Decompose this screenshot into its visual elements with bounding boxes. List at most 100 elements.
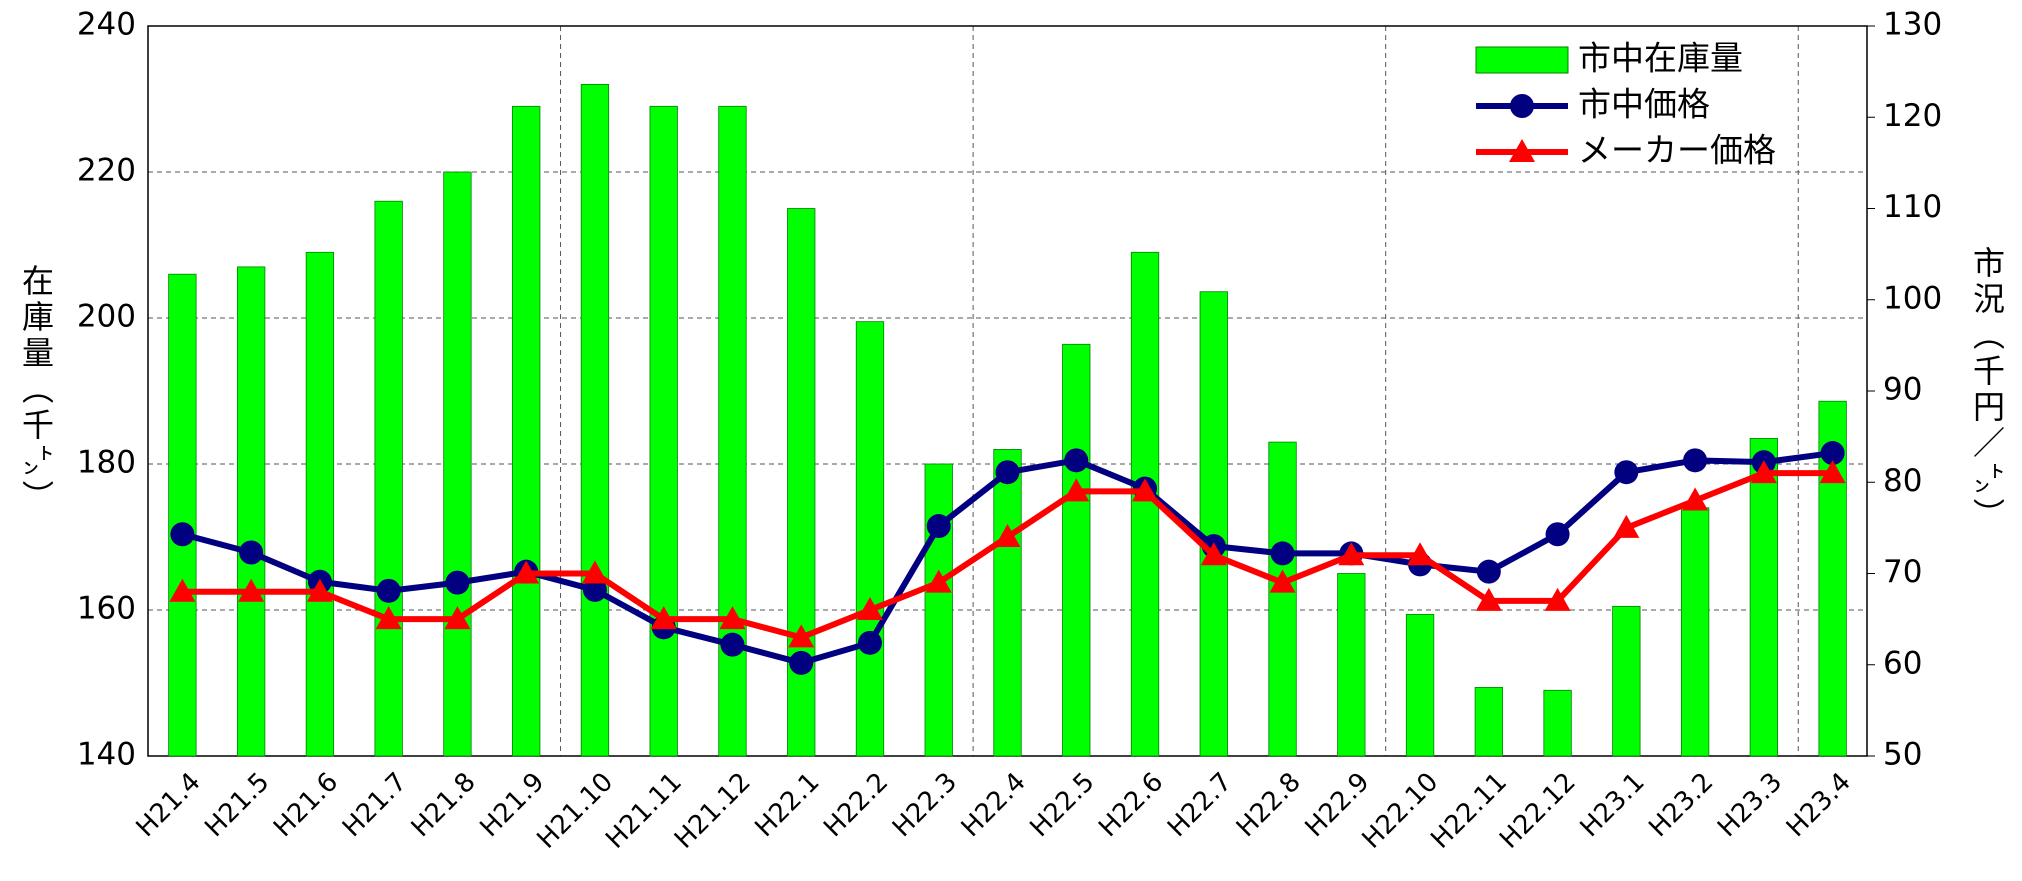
marker — [926, 514, 951, 539]
marker — [788, 624, 815, 648]
y-tick-label: 160 — [77, 591, 136, 627]
marker — [1545, 522, 1570, 547]
x-tick-label: H23.1 — [1575, 767, 1651, 843]
marker — [1132, 478, 1159, 502]
x-tick-label: H22.5 — [1025, 767, 1101, 843]
marker — [170, 522, 195, 547]
bar — [512, 105, 541, 757]
bar — [1268, 441, 1297, 757]
marker — [513, 560, 540, 584]
legend-label: メーカー価格 — [1578, 131, 1776, 170]
y2-tick-label: 80 — [1883, 463, 1922, 499]
marker — [582, 577, 607, 602]
marker — [1683, 448, 1708, 473]
bar — [1199, 291, 1228, 757]
legend-swatch — [1475, 46, 1569, 74]
marker — [306, 578, 333, 602]
bar — [1543, 689, 1572, 757]
bar — [1130, 251, 1160, 757]
marker — [238, 578, 265, 602]
bar — [993, 448, 1022, 757]
bar — [443, 171, 472, 757]
y2-tick-label: 100 — [1883, 280, 1942, 316]
y2-axis-title: 市況（千円／㌧） — [1968, 246, 2006, 534]
x-tick-label: H22.7 — [1162, 767, 1238, 843]
bar — [1612, 605, 1641, 757]
legend-label: 市中在庫量 — [1578, 39, 1743, 78]
x-tick-label: H21.8 — [406, 767, 482, 843]
x-tick-label: H21.12 — [669, 767, 757, 855]
x-tick-label: H22.11 — [1425, 767, 1513, 855]
bar — [924, 463, 953, 757]
x-tick-label: H22.10 — [1357, 767, 1445, 855]
marker — [1407, 542, 1434, 566]
y-tick-label: 140 — [77, 737, 136, 773]
marker — [1682, 487, 1709, 511]
x-tick-label: H21.5 — [199, 767, 275, 843]
bar — [168, 273, 197, 757]
marker — [856, 597, 883, 620]
y-tick-label: 240 — [77, 7, 136, 43]
marker — [444, 606, 471, 630]
bar — [1749, 438, 1779, 757]
x-tick-label: H22.6 — [1093, 767, 1169, 843]
bar — [374, 200, 403, 757]
marker — [1064, 448, 1089, 473]
marker — [375, 606, 402, 630]
y-tick-label: 220 — [77, 153, 136, 189]
marker — [857, 630, 882, 655]
bar — [1474, 686, 1503, 757]
bar — [1405, 613, 1435, 757]
x-tick-label: H21.4 — [131, 767, 207, 843]
y2-tick-label: 50 — [1883, 737, 1922, 773]
x-tick-label: H22.2 — [818, 767, 894, 843]
marker — [789, 650, 814, 675]
bar — [718, 105, 747, 757]
marker — [995, 460, 1020, 485]
marker — [1476, 559, 1501, 584]
legend-marker — [1510, 94, 1534, 118]
y-tick-label: 180 — [77, 445, 136, 481]
x-tick-label: H23.2 — [1643, 767, 1719, 843]
marker — [719, 606, 746, 630]
y2-tick-label: 90 — [1883, 372, 1922, 408]
marker — [239, 540, 264, 565]
x-tick-label: H22.12 — [1494, 767, 1582, 855]
marker — [1614, 460, 1639, 485]
y2-tick-label: 130 — [1883, 7, 1942, 43]
bar — [1062, 343, 1091, 757]
marker — [994, 524, 1021, 547]
bar — [649, 105, 678, 757]
marker — [376, 578, 401, 603]
marker — [1544, 587, 1571, 611]
y2-tick-label: 110 — [1883, 189, 1942, 225]
x-tick-label: H22.3 — [887, 767, 963, 843]
x-tick-label: H21.10 — [532, 767, 620, 855]
bar — [855, 321, 885, 757]
marker — [1475, 587, 1502, 611]
x-tick-label: H21.6 — [268, 767, 344, 843]
marker — [1820, 441, 1845, 466]
legend-label: 市中価格 — [1578, 85, 1710, 124]
marker — [1200, 542, 1227, 566]
bar — [1680, 507, 1710, 757]
marker — [445, 570, 470, 595]
y2-tick-label: 60 — [1883, 645, 1922, 681]
marker — [1270, 541, 1295, 566]
x-tick-label: H21.11 — [600, 767, 688, 855]
marker — [1269, 569, 1296, 593]
legend-marker — [1509, 139, 1535, 162]
x-tick-label: H22.4 — [956, 767, 1032, 843]
marker — [1819, 460, 1846, 484]
marker — [1750, 460, 1777, 484]
marker — [925, 569, 952, 593]
x-tick-label: H22.1 — [749, 767, 825, 843]
x-tick-label: H22.8 — [1231, 767, 1307, 843]
bar — [580, 84, 610, 757]
bar — [305, 251, 335, 757]
bar — [236, 266, 266, 757]
marker — [1063, 478, 1090, 502]
bar — [1337, 573, 1366, 757]
marker — [1613, 514, 1640, 538]
